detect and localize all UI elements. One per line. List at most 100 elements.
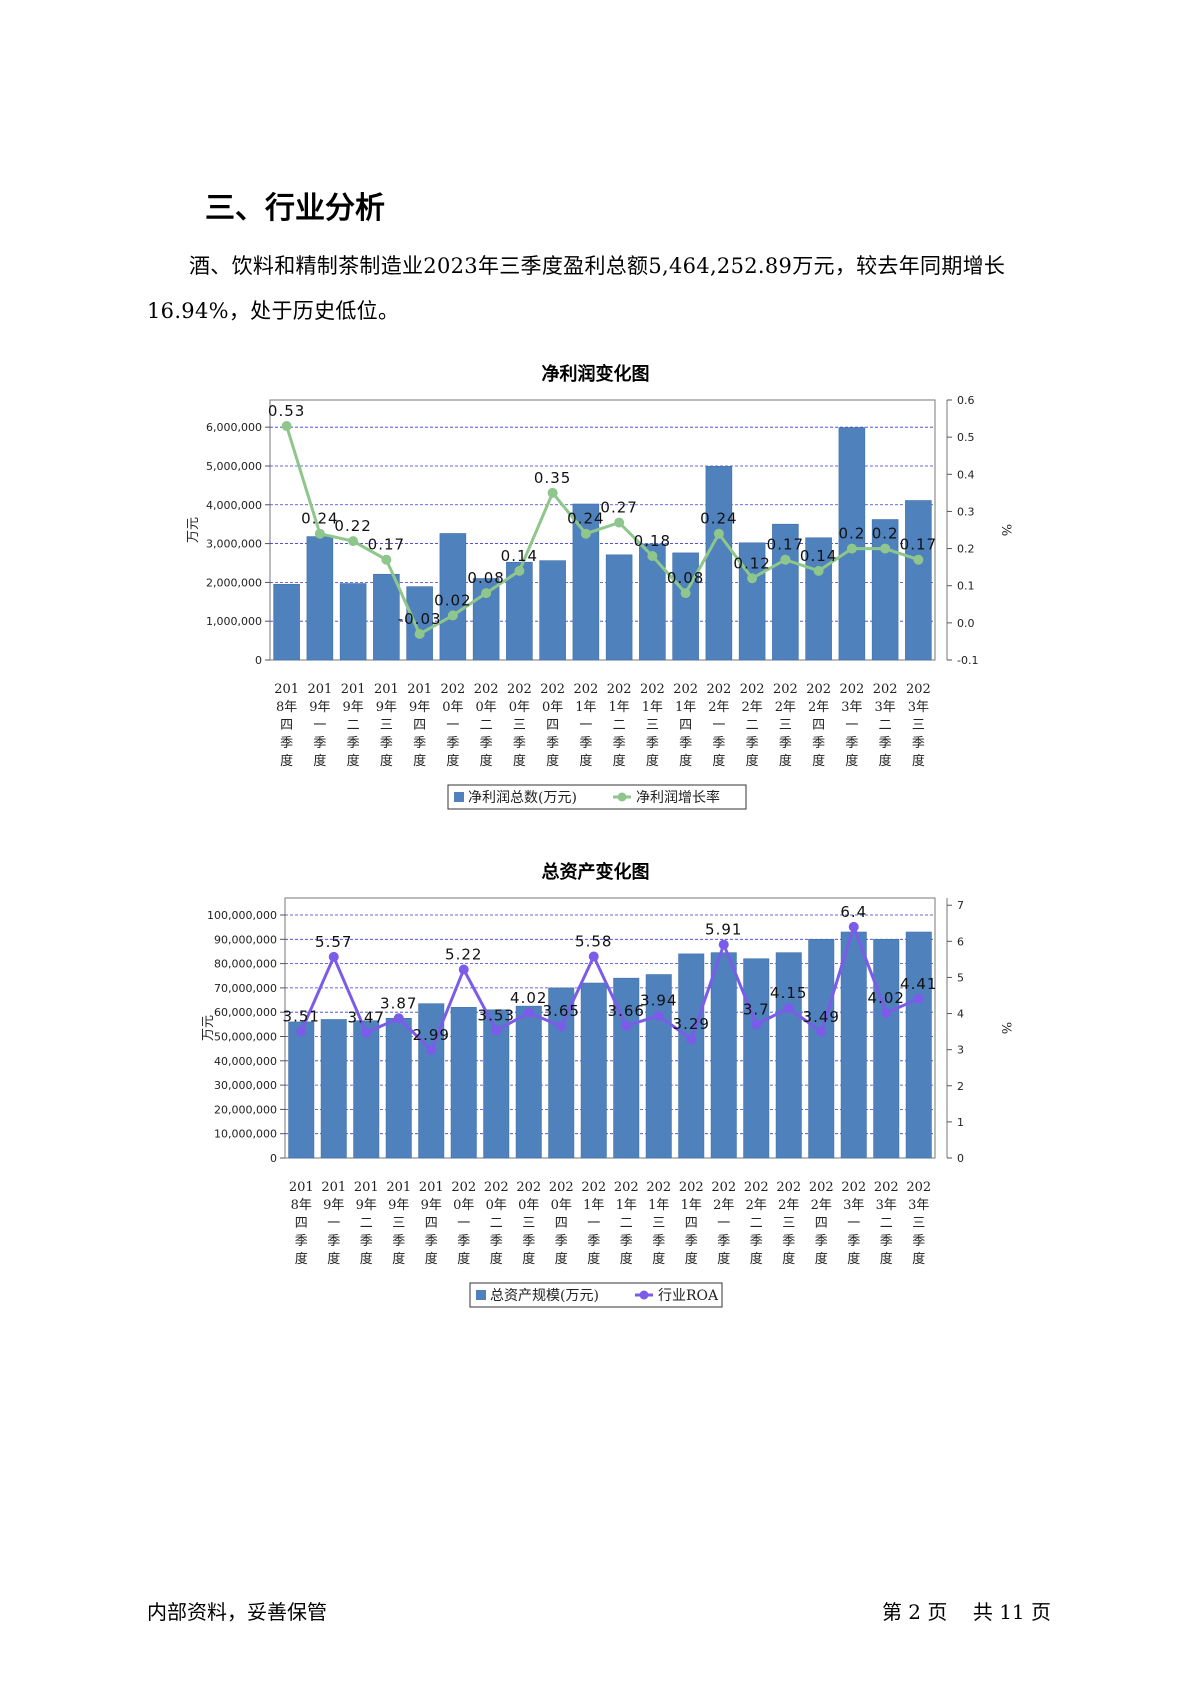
x-tick-label: 四 — [555, 1216, 568, 1231]
x-tick-label: 0年 — [518, 1198, 539, 1213]
x-tick-label: 季 — [912, 1234, 925, 1249]
x-tick-label: 季 — [446, 736, 459, 751]
line-point — [686, 1034, 697, 1045]
x-tick-label: 季 — [295, 1234, 308, 1249]
bar — [450, 1007, 477, 1159]
data-label: 0.17 — [767, 536, 804, 554]
x-tick-label: 二 — [620, 1216, 633, 1231]
bar — [710, 952, 737, 1159]
x-tick-label: 度 — [446, 753, 459, 769]
x-tick-label: 0年 — [453, 1198, 474, 1213]
x-tick-label: 202 — [540, 682, 565, 697]
y-tick-label: 70,000,000 — [214, 982, 277, 995]
data-label: 0.2 — [838, 525, 865, 543]
y-tick-label: 10,000,000 — [214, 1128, 277, 1141]
data-label: 3.53 — [478, 1007, 515, 1025]
x-tick-label: 度 — [522, 1251, 535, 1267]
x-tick-label: 202 — [841, 1180, 866, 1195]
line-point — [621, 1020, 632, 1031]
data-label: 0.08 — [667, 569, 704, 587]
x-tick-label: 季 — [392, 1234, 405, 1249]
x-tick-label: 202 — [740, 682, 765, 697]
data-label: 0.2 — [872, 525, 899, 543]
line-point — [881, 1007, 892, 1018]
data-label: 0.24 — [567, 510, 604, 528]
x-tick-label: 度 — [613, 753, 626, 769]
bar — [373, 573, 400, 661]
x-tick-label: 季 — [812, 736, 825, 751]
x-tick-label: 0年 — [486, 1198, 507, 1213]
x-tick-label: 季 — [613, 736, 626, 751]
x-tick-label: 度 — [280, 753, 293, 769]
legend-line-label: 行业ROA — [658, 1288, 719, 1304]
line-point — [381, 554, 392, 565]
x-tick-label: 季 — [879, 736, 892, 751]
line-point — [481, 588, 492, 599]
y2-tick-label: 7 — [957, 899, 964, 912]
x-tick-label: 二 — [746, 718, 759, 733]
line-point — [447, 610, 458, 621]
x-tick-label: 四 — [679, 718, 692, 733]
section-title: 三、行业分析 — [205, 191, 385, 226]
x-tick-label: 201 — [307, 682, 332, 697]
bar — [353, 1020, 380, 1159]
x-tick-label: 三 — [912, 1216, 925, 1231]
y-tick-label: 0 — [270, 1152, 277, 1165]
x-tick-label: 1年 — [681, 1198, 702, 1213]
x-tick-label: 202 — [906, 682, 931, 697]
x-tick-label: 一 — [587, 1216, 600, 1231]
x-tick-label: 二 — [360, 1216, 373, 1231]
line-point — [913, 554, 924, 565]
x-tick-label: 三 — [912, 718, 925, 733]
x-tick-label: 201 — [321, 1180, 346, 1195]
y-tick-label: 100,000,000 — [207, 909, 277, 922]
line-point — [813, 565, 824, 576]
footer-page-mid: 页 — [927, 1600, 948, 1624]
footer-total-prefix: 共 — [972, 1600, 993, 1624]
y2-tick-label: 0.3 — [957, 505, 975, 518]
x-tick-label: 2年 — [775, 700, 796, 715]
line-point — [647, 551, 658, 561]
bar — [873, 939, 900, 1159]
x-tick-label: 二 — [347, 718, 360, 733]
line-point — [547, 487, 558, 498]
x-tick-label: 度 — [413, 753, 426, 769]
x-tick-label: 度 — [815, 1251, 828, 1267]
x-tick-label: 一 — [847, 1216, 860, 1231]
data-label: 0.35 — [534, 469, 571, 487]
x-tick-label: 二 — [879, 718, 892, 733]
bar — [539, 560, 566, 661]
x-tick-label: 度 — [685, 1251, 698, 1267]
x-tick-label: 1年 — [648, 1198, 669, 1213]
x-tick-label: 3年 — [843, 1198, 864, 1213]
y2-tick-label: 0.2 — [957, 543, 975, 556]
line-point — [816, 1026, 827, 1037]
x-tick-label: 202 — [679, 1180, 704, 1195]
y2-tick-label: 0.4 — [957, 468, 975, 481]
line-point — [846, 543, 857, 554]
x-tick-label: 度 — [587, 1251, 600, 1267]
x-tick-label: 202 — [773, 682, 798, 697]
y-tick-label: 3,000,000 — [206, 538, 262, 551]
data-label: 5.58 — [575, 933, 612, 951]
x-tick-label: 0年 — [509, 700, 530, 715]
x-tick-label: 1年 — [583, 1198, 604, 1213]
x-tick-label: 四 — [425, 1216, 438, 1231]
data-label: 3.47 — [348, 1009, 385, 1027]
x-tick-label: 3年 — [876, 1198, 897, 1213]
bar — [905, 931, 932, 1159]
y-tick-label: 5,000,000 — [206, 460, 262, 473]
x-tick-label: 度 — [717, 1251, 730, 1267]
x-tick-label: 3年 — [874, 700, 895, 715]
x-tick-label: 9年 — [376, 700, 397, 715]
x-tick-label: 季 — [555, 1234, 568, 1249]
x-tick-label: 季 — [679, 736, 692, 751]
x-tick-label: 9年 — [309, 700, 330, 715]
x-tick-label: 度 — [880, 1251, 893, 1267]
x-tick-label: 202 — [440, 682, 465, 697]
y-tick-label: 0 — [255, 654, 262, 667]
x-tick-label: 四 — [546, 718, 559, 733]
y2-tick-label: 0 — [957, 1152, 964, 1165]
data-label: 4.15 — [770, 984, 807, 1002]
data-label: 3.29 — [673, 1015, 710, 1033]
